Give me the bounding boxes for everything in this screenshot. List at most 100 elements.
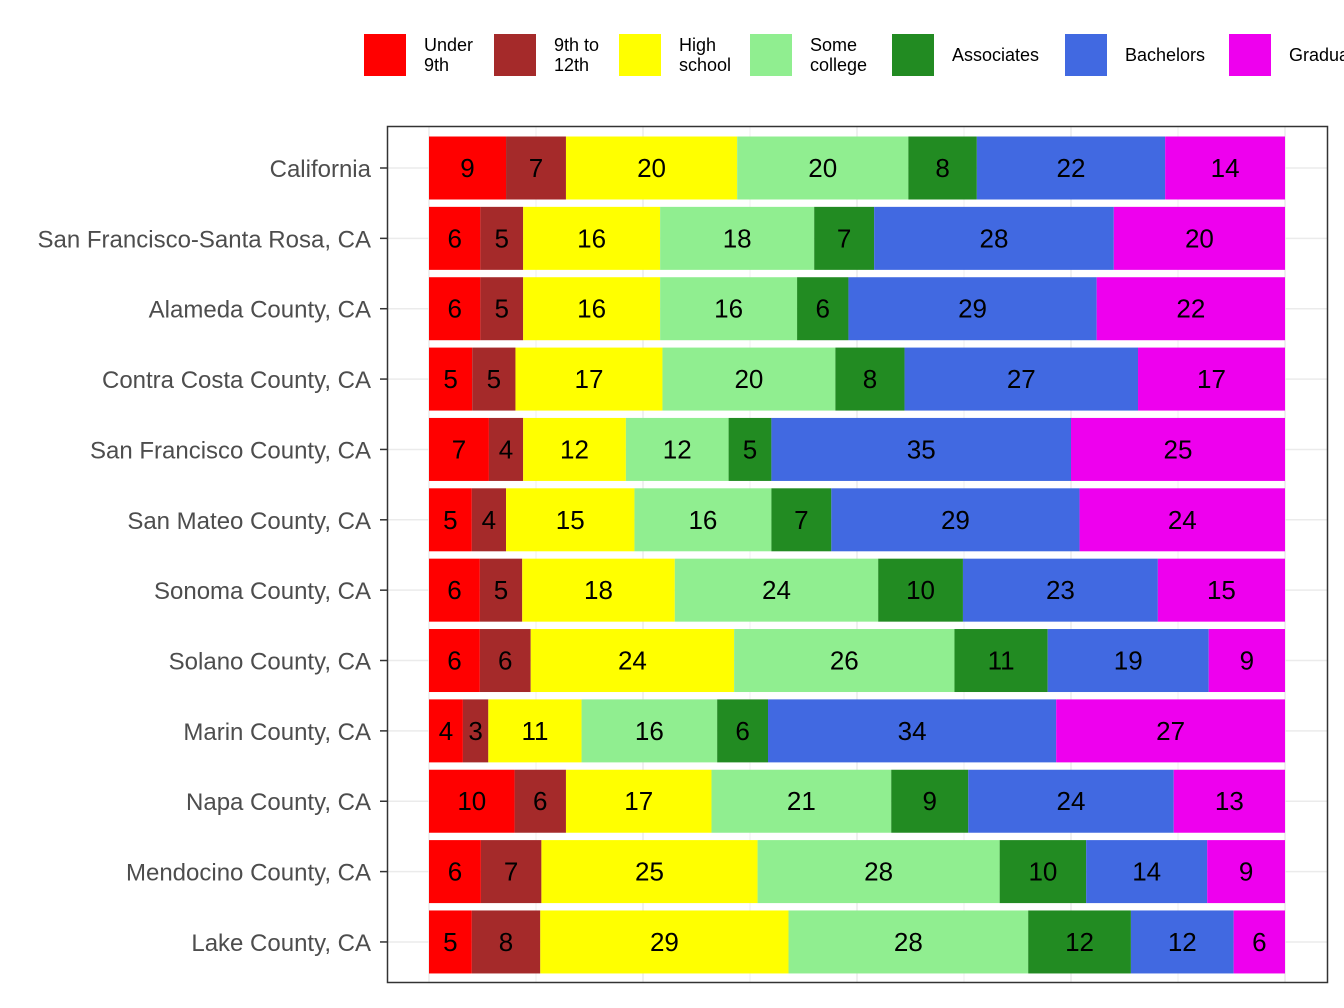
bar-value-label: 24 [618, 646, 647, 676]
bar-segment [429, 629, 480, 693]
bar-value-label: 26 [830, 646, 859, 676]
bar-segment [1056, 699, 1285, 763]
bars [429, 136, 1285, 974]
bar-value-label: 9 [1239, 857, 1253, 887]
bar-segment [968, 769, 1174, 833]
bar-value-label: 5 [495, 294, 509, 324]
bar-segment [540, 910, 789, 974]
bar-segment [1130, 910, 1234, 974]
bar-segment [429, 769, 515, 833]
legend-label: Associates [952, 45, 1040, 65]
bar-segment [488, 699, 582, 763]
bar-value-label: 28 [979, 223, 1008, 253]
bar-value-label: 5 [443, 505, 457, 535]
bar-segment [1173, 769, 1285, 833]
bar-segment [523, 277, 661, 341]
bar-segment [429, 206, 481, 270]
bar-value-label: 7 [837, 223, 851, 253]
bar-value-label: 17 [1197, 364, 1226, 394]
bar-value-label: 9 [460, 153, 474, 183]
bar-segment [660, 277, 798, 341]
legend-swatch [494, 34, 536, 76]
bar-value-label: 29 [958, 294, 987, 324]
bar-segment [737, 136, 909, 200]
bar-segment [565, 769, 712, 833]
y-axis-tick-label: Contra Costa County, CA [102, 367, 371, 394]
bar-value-label: 6 [447, 223, 461, 253]
bar-value-label: 5 [487, 364, 501, 394]
bar-value-label: 8 [935, 153, 949, 183]
legend-swatch [892, 34, 934, 76]
bar-value-label: 6 [447, 646, 461, 676]
bar-value-label: 12 [1065, 927, 1094, 957]
legend-swatch [1229, 34, 1271, 76]
bar-segment [1086, 840, 1208, 904]
y-axis-tick-label: Alameda County, CA [149, 297, 371, 324]
bar-value-label: 24 [1168, 505, 1197, 535]
y-axis-tick-label: San Mateo County, CA [127, 508, 371, 535]
bar-segment [480, 206, 524, 270]
bar-segment [523, 206, 661, 270]
bar-value-label: 12 [560, 434, 589, 464]
legend-label: Graduate [1289, 45, 1344, 65]
bar-value-label: 15 [556, 505, 585, 535]
bar-value-label: 7 [794, 505, 808, 535]
bar-segment [962, 558, 1158, 622]
bar-value-label: 13 [1215, 786, 1244, 816]
bar-segment [429, 488, 472, 552]
bar-value-label: 20 [1185, 223, 1214, 253]
bar-value-label: 17 [624, 786, 653, 816]
bar-value-label: 5 [494, 575, 508, 605]
bar-value-label: 11 [988, 646, 1015, 676]
bar-segment [999, 840, 1087, 904]
bar-segment [660, 206, 815, 270]
bar-segment [831, 488, 1080, 552]
bar-value-label: 20 [808, 153, 837, 183]
legend-swatch [750, 34, 792, 76]
bar-segment [429, 699, 463, 763]
bar-value-label: 4 [482, 505, 496, 535]
bar-value-label: 24 [762, 575, 791, 605]
bar-value-label: 6 [735, 716, 749, 746]
bar-value-label: 7 [452, 434, 466, 464]
bar-segment [771, 488, 832, 552]
bar-segment [768, 699, 1057, 763]
bar-value-label: 20 [734, 364, 763, 394]
bar-segment [515, 347, 663, 411]
bar-value-label: 5 [743, 434, 757, 464]
bar-value-label: 16 [635, 716, 664, 746]
y-axis-tick-label: Napa County, CA [186, 789, 371, 816]
bar-segment [634, 488, 772, 552]
bar-value-label: 25 [635, 857, 664, 887]
bar-segment [1079, 488, 1285, 552]
bar-value-label: 4 [499, 434, 513, 464]
bar-value-label: 6 [533, 786, 547, 816]
bar-segment [734, 629, 955, 693]
bar-segment [797, 277, 849, 341]
legend-label: Bachelors [1125, 45, 1206, 65]
bar-segment [1028, 910, 1131, 974]
bar-value-label: 10 [1028, 857, 1057, 887]
bar-segment [479, 629, 531, 693]
bar-segment [514, 769, 566, 833]
bar-segment [1233, 910, 1285, 974]
y-axis-tick-label: San Francisco-Santa Rosa, CA [38, 226, 371, 253]
y-axis-ticks [380, 167, 387, 943]
bar-segment [674, 558, 879, 622]
bar-value-label: 6 [448, 857, 462, 887]
bar-value-label: 10 [906, 575, 935, 605]
bar-value-label: 18 [584, 575, 613, 605]
bar-segment [429, 910, 472, 974]
bar-segment [904, 347, 1139, 411]
bar-segment [523, 417, 626, 481]
y-axis-tick-label: Solano County, CA [169, 649, 371, 676]
bar-segment [625, 417, 729, 481]
bar-value-label: 28 [864, 857, 893, 887]
bar-value-label: 17 [574, 364, 603, 394]
bar-segment [771, 417, 1071, 481]
bar-segment [1047, 629, 1209, 693]
bar-value-labels: 9 7 20 20 8 22 146 5 16 18 7 28 206 5 16 16 6 29 225 5 17 20 8… [439, 153, 1267, 957]
bar-segment [1157, 558, 1285, 622]
bar-value-label: 23 [1046, 575, 1075, 605]
bar-segment [472, 347, 516, 411]
